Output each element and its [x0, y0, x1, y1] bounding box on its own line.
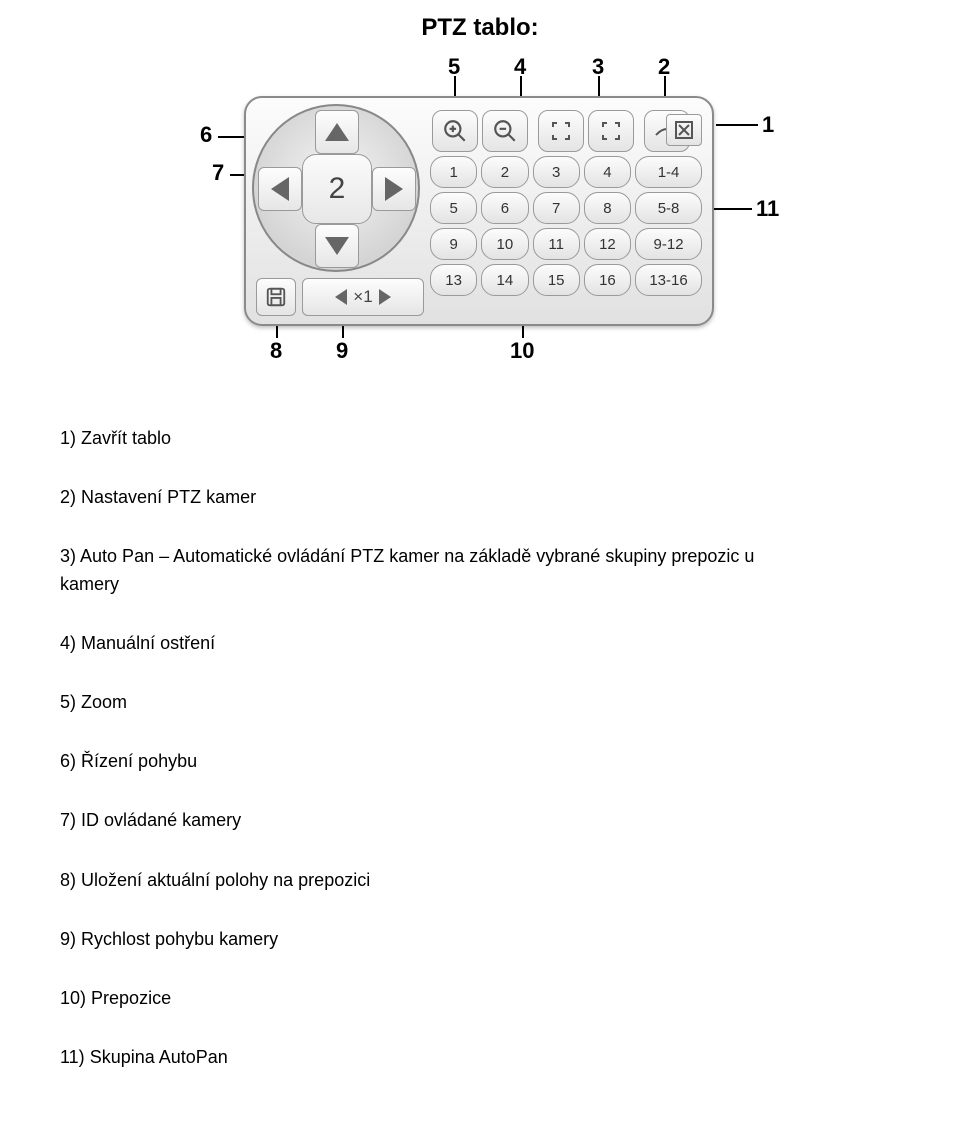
legend-list: 1) Zavřít tablo 2) Nastavení PTZ kamer 3…: [60, 426, 900, 1070]
legend-text: Auto Pan – Automatické ovládání PTZ kame…: [80, 546, 754, 566]
callout-11: 11: [756, 196, 779, 222]
callout-10: 10: [510, 338, 534, 364]
callout-9: 9: [336, 338, 348, 364]
pan-right-button[interactable]: [372, 167, 416, 211]
preset-keypad: 1 2 3 4 1-4 5 6 7 8 5-8 9 10 11 12: [430, 156, 702, 300]
legend-item: 3) Auto Pan – Automatické ovládání PTZ k…: [60, 544, 900, 596]
speed-down-icon: [335, 289, 347, 305]
callout-1: 1: [762, 112, 774, 138]
legend-num: 11): [60, 1047, 85, 1067]
preset-6[interactable]: 6: [481, 192, 528, 224]
legend-text: Nastavení PTZ kamer: [81, 487, 256, 507]
legend-item: 8) Uložení aktuální polohy na prepozici: [60, 868, 900, 893]
preset-14[interactable]: 14: [481, 264, 528, 296]
preset-group-13-16[interactable]: 13-16: [635, 264, 702, 296]
preset-12[interactable]: 12: [584, 228, 631, 260]
legend-num: 9): [60, 929, 76, 949]
preset-13[interactable]: 13: [430, 264, 477, 296]
speed-control[interactable]: ×1: [302, 278, 424, 316]
focus-far-button[interactable]: [588, 110, 634, 152]
legend-item: 10) Prepozice: [60, 986, 900, 1011]
preset-16[interactable]: 16: [584, 264, 631, 296]
legend-item: 5) Zoom: [60, 690, 900, 715]
zoom-in-button[interactable]: [432, 110, 478, 152]
legend-text: ID ovládané kamery: [81, 810, 241, 830]
legend-text: Uložení aktuální polohy na prepozici: [81, 870, 370, 890]
speed-up-icon: [379, 289, 391, 305]
legend-item: 7) ID ovládané kamery: [60, 808, 900, 833]
focus-near-button[interactable]: [538, 110, 584, 152]
legend-num: 10): [60, 988, 86, 1008]
leader: [716, 124, 758, 126]
preset-group-5-8[interactable]: 5-8: [635, 192, 702, 224]
preset-15[interactable]: 15: [533, 264, 580, 296]
speed-value: ×1: [353, 287, 372, 307]
legend-item: 11) Skupina AutoPan: [60, 1045, 900, 1070]
zoom-out-button[interactable]: [482, 110, 528, 152]
legend-text: Zavřít tablo: [81, 428, 171, 448]
preset-10[interactable]: 10: [481, 228, 528, 260]
legend-num: 7): [60, 810, 76, 830]
save-preset-button[interactable]: [256, 278, 296, 316]
preset-3[interactable]: 3: [533, 156, 580, 188]
legend-num: 1): [60, 428, 76, 448]
preset-group-1-4[interactable]: 1-4: [635, 156, 702, 188]
preset-11[interactable]: 11: [533, 228, 580, 260]
preset-2[interactable]: 2: [481, 156, 528, 188]
legend-item: 2) Nastavení PTZ kamer: [60, 485, 900, 510]
legend-num: 5): [60, 692, 76, 712]
preset-4[interactable]: 4: [584, 156, 631, 188]
page-title: PTZ tablo:: [60, 14, 900, 42]
ptz-panel: 2 1: [244, 96, 714, 326]
legend-item: 4) Manuální ostření: [60, 631, 900, 656]
legend-item: 6) Řízení pohybu: [60, 749, 900, 774]
preset-8[interactable]: 8: [584, 192, 631, 224]
legend-num: 2): [60, 487, 76, 507]
pan-down-button[interactable]: [315, 224, 359, 268]
preset-5[interactable]: 5: [430, 192, 477, 224]
ptz-panel-diagram: 5 4 3 2 1 11 6 7 8 9 10: [160, 56, 800, 366]
legend-item: 9) Rychlost pohybu kamery: [60, 927, 900, 952]
legend-item: 1) Zavřít tablo: [60, 426, 900, 451]
legend-text: Rychlost pohybu kamery: [81, 929, 278, 949]
preset-1[interactable]: 1: [430, 156, 477, 188]
pan-up-button[interactable]: [315, 110, 359, 154]
legend-num: 3): [60, 546, 76, 566]
legend-text: Řízení pohybu: [81, 751, 197, 771]
preset-group-9-12[interactable]: 9-12: [635, 228, 702, 260]
pan-left-button[interactable]: [258, 167, 302, 211]
callout-8: 8: [270, 338, 282, 364]
legend-text-line2: kamery: [60, 572, 900, 597]
legend-text: Skupina AutoPan: [90, 1047, 228, 1067]
preset-7[interactable]: 7: [533, 192, 580, 224]
legend-text: Prepozice: [91, 988, 171, 1008]
preset-9[interactable]: 9: [430, 228, 477, 260]
legend-num: 6): [60, 751, 76, 771]
camera-id-display[interactable]: 2: [302, 154, 372, 224]
callout-7: 7: [212, 160, 224, 186]
dpad: 2: [252, 104, 420, 272]
legend-text: Zoom: [81, 692, 127, 712]
legend-text: Manuální ostření: [81, 633, 215, 653]
callout-6: 6: [200, 122, 212, 148]
close-button[interactable]: [666, 114, 702, 146]
legend-num: 4): [60, 633, 76, 653]
legend-num: 8): [60, 870, 76, 890]
